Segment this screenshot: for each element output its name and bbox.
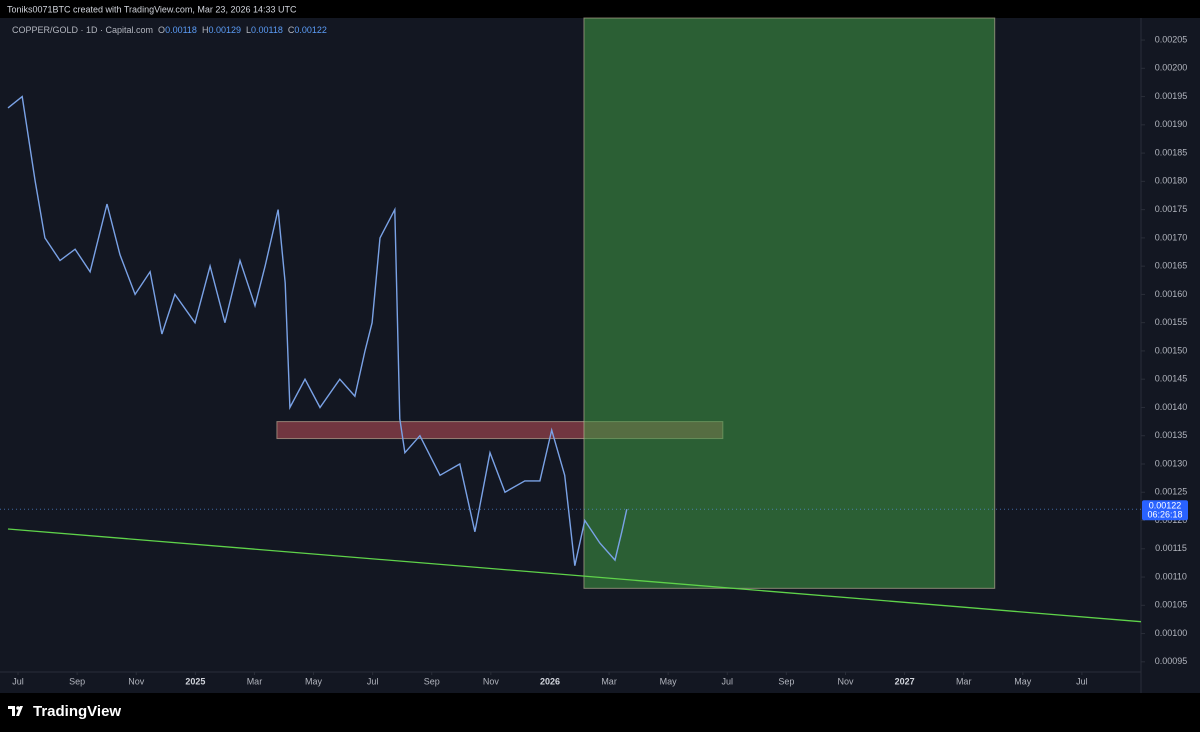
x-tick-label: 2025 bbox=[185, 676, 205, 686]
x-tick-label: 2027 bbox=[895, 676, 915, 686]
y-tick-label: 0.00180 bbox=[1155, 176, 1188, 186]
y-tick-label: 0.00175 bbox=[1155, 204, 1188, 214]
y-tick-label: 0.00100 bbox=[1155, 628, 1188, 638]
y-tick-label: 0.00095 bbox=[1155, 656, 1188, 666]
x-tick-label: Mar bbox=[247, 676, 263, 686]
legend-item: 0.00118 bbox=[251, 25, 283, 35]
x-tick-label: May bbox=[305, 676, 323, 686]
legend-item: O bbox=[158, 25, 165, 35]
zone bbox=[583, 17, 996, 589]
y-tick-label: 0.00165 bbox=[1155, 261, 1188, 271]
legend-item: 0.00122 bbox=[294, 25, 327, 35]
header: Toniks0071BTC created with TradingView.c… bbox=[7, 4, 297, 14]
x-tick-label: May bbox=[660, 676, 678, 686]
plot bbox=[0, 17, 1142, 623]
x-tick-label: May bbox=[1014, 676, 1032, 686]
x-tick-label: Jul bbox=[722, 676, 734, 686]
y-tick-label: 0.00155 bbox=[1155, 317, 1188, 327]
x-tick-label: Mar bbox=[601, 676, 617, 686]
y-tick-label: 0.00115 bbox=[1155, 543, 1187, 553]
footer-brand: TradingView bbox=[33, 703, 121, 720]
x-tick-label: Nov bbox=[837, 676, 854, 686]
trendline bbox=[7, 528, 1142, 623]
legend-item: L bbox=[246, 25, 251, 35]
y-tick-label: 0.00105 bbox=[1155, 600, 1188, 610]
y-tick-label: 0.00200 bbox=[1155, 63, 1188, 73]
footer-logo bbox=[8, 706, 23, 716]
y-tick-label: 0.00145 bbox=[1155, 374, 1188, 384]
countdown: 06:26:18 bbox=[1147, 510, 1182, 520]
x-tick-label: Sep bbox=[424, 676, 440, 686]
x-tick-label: 2026 bbox=[540, 676, 560, 686]
y-tick-label: 0.00190 bbox=[1155, 119, 1188, 129]
y-tick-label: 0.00170 bbox=[1155, 232, 1188, 242]
x-tick-label: Jul bbox=[1076, 676, 1088, 686]
y-tick-label: 0.00125 bbox=[1155, 487, 1188, 497]
x-tick-label: Sep bbox=[778, 676, 794, 686]
y-tick-label: 0.00150 bbox=[1155, 345, 1188, 355]
legend-item: 0.00118 bbox=[165, 25, 197, 35]
legend-item: 0.00129 bbox=[208, 25, 241, 35]
last-price-label: 0.00122 bbox=[1149, 501, 1182, 511]
legend: COPPER/GOLD · 1D · Capital.com O0.00118 H0… bbox=[12, 25, 327, 35]
last-price-box bbox=[1142, 500, 1188, 521]
x-tick-label: Nov bbox=[128, 676, 145, 686]
legend-item: H bbox=[202, 25, 209, 35]
y-tick-label: 0.00160 bbox=[1155, 289, 1188, 299]
x-tick-label: Nov bbox=[483, 676, 500, 686]
y-tick-label: 0.00205 bbox=[1155, 34, 1188, 44]
x-tick-label: Jul bbox=[12, 676, 24, 686]
x-tick-label: Sep bbox=[69, 676, 85, 686]
y-tick-label: 0.00185 bbox=[1155, 147, 1188, 157]
y-tick-label: 0.00130 bbox=[1155, 458, 1188, 468]
x-tick-label: Jul bbox=[367, 676, 379, 686]
legend-item: C bbox=[288, 25, 295, 35]
x-tick-label: Mar bbox=[956, 676, 972, 686]
y-tick-label: 0.00110 bbox=[1155, 571, 1187, 581]
y-tick-label: 0.00135 bbox=[1155, 430, 1188, 440]
price-line bbox=[7, 95, 628, 566]
logo-dot bbox=[16, 706, 20, 710]
y-tick-label: 0.00140 bbox=[1155, 402, 1188, 412]
legend-item: COPPER/GOLD · 1D · Capital.com bbox=[12, 25, 153, 35]
y-tick-label: 0.00195 bbox=[1155, 91, 1188, 101]
